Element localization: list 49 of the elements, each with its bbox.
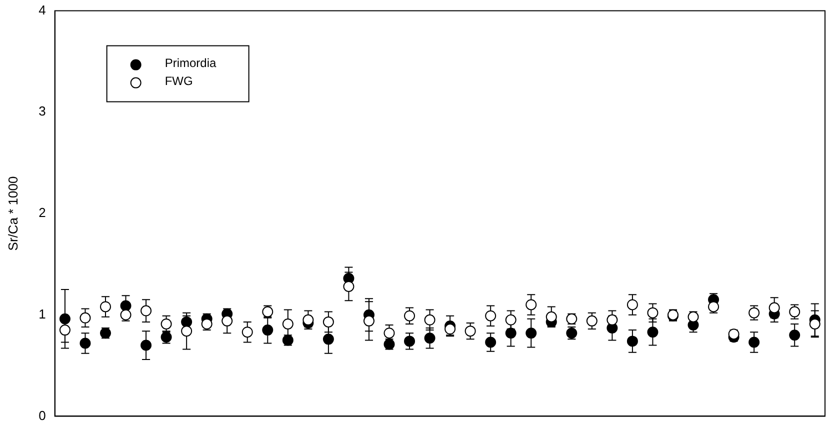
point (809, 318, 820, 330)
y-axis-title: Sr/Ca * 1000 (5, 176, 20, 251)
y-tick-label: 2 (38, 205, 46, 220)
point (647, 326, 658, 338)
point (363, 315, 374, 326)
point (80, 312, 91, 324)
point (160, 318, 172, 330)
point (464, 326, 476, 337)
point (384, 328, 395, 339)
point (626, 336, 638, 347)
point (606, 314, 618, 326)
point (748, 336, 760, 348)
point (485, 336, 496, 348)
point (404, 336, 416, 347)
point (586, 315, 598, 326)
y-tick-label: 0 (38, 408, 46, 423)
point (80, 338, 91, 349)
point (546, 311, 557, 322)
point (768, 302, 780, 314)
point (404, 310, 416, 322)
point (181, 326, 192, 337)
point (505, 328, 516, 339)
point (626, 299, 638, 310)
point (505, 314, 516, 326)
point (140, 305, 152, 316)
point (59, 324, 70, 336)
point (424, 332, 436, 344)
y-tick-label: 1 (38, 306, 46, 322)
point (526, 299, 537, 310)
point (485, 310, 496, 322)
point (242, 326, 253, 338)
point (343, 280, 354, 292)
point (526, 328, 537, 339)
point (282, 318, 294, 330)
point (789, 330, 800, 341)
point (322, 316, 334, 328)
legend-label: Primordia (164, 56, 216, 70)
point (647, 307, 658, 318)
point (322, 334, 334, 345)
y-tick-label: 3 (38, 104, 46, 119)
point (59, 313, 70, 324)
point (424, 314, 436, 326)
point (120, 300, 132, 312)
point (262, 324, 274, 336)
y-tick-label: 4 (38, 2, 46, 18)
point (222, 315, 233, 326)
point (140, 340, 152, 351)
legend-label: FWG (164, 74, 193, 88)
point (100, 301, 111, 312)
